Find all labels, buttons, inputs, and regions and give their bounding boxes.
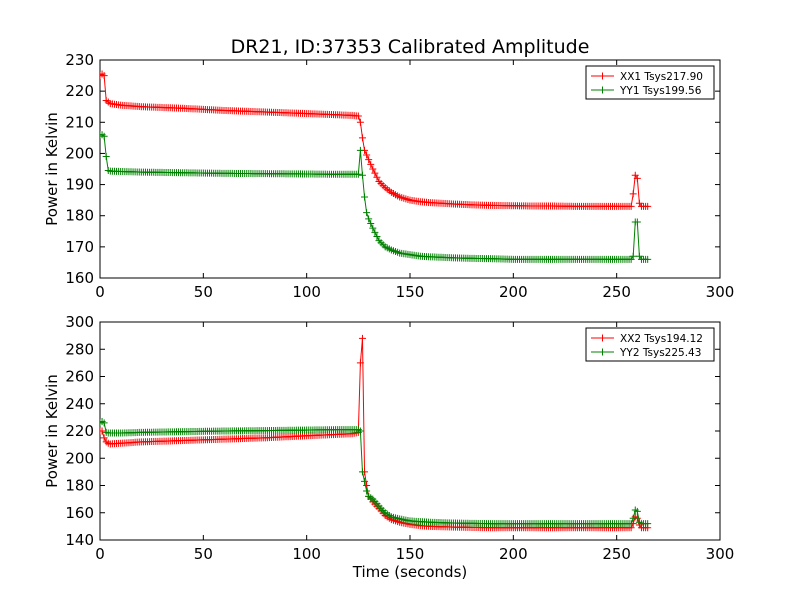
top-series-2-point [371, 228, 379, 236]
top-xtick-label: 50 [194, 283, 213, 301]
bottom-series-2-point [627, 520, 635, 528]
bottom-legend-label-2: YY2 Tsys225.43 [619, 347, 701, 359]
top-legend: XX1 Tsys217.90 YY1 Tsys199.56 [585, 65, 715, 100]
bottom-series-2-point [633, 507, 641, 515]
bottom-chart-xlabel: Time (seconds) [352, 563, 468, 581]
bottom-ytick-label: 260 [65, 368, 94, 386]
top-xtick-label: 150 [396, 283, 425, 301]
bottom-series-2-point [363, 487, 371, 495]
top-series-1-point [371, 169, 379, 177]
top-series-1-point [100, 72, 108, 80]
bottom-xtick-label: 200 [499, 545, 528, 563]
bottom-ytick-label: 220 [65, 422, 94, 440]
bottom-legend: XX2 Tsys194.12 YY2 Tsys225.43 [585, 327, 715, 362]
top-series-2-point [102, 153, 110, 161]
top-chart-title: DR21, ID:37353 Calibrated Amplitude [231, 36, 590, 58]
top-series-1-point [629, 190, 637, 198]
top-xtick-label: 100 [292, 283, 321, 301]
top-xtick-label: 0 [95, 283, 105, 301]
bottom-series-2-point [629, 514, 637, 522]
bottom-legend-marker-2 [599, 348, 606, 356]
bottom-ytick-label: 240 [65, 395, 94, 413]
bottom-xtick-label: 150 [396, 545, 425, 563]
top-series-2-point [100, 132, 108, 140]
top-series-1-point [373, 173, 381, 181]
top-legend-label-1: XX1 Tsys217.90 [620, 71, 703, 83]
top-chart-panel: 0 50 100 150 200 250 300 160 170 180 190 200 210 220 2… [43, 51, 734, 301]
top-ytick-label: 210 [65, 113, 94, 131]
top-series-1-point [367, 160, 375, 168]
top-series-2-point [629, 252, 637, 260]
top-series-2-point [361, 193, 369, 201]
top-series-2-point [373, 232, 381, 240]
bottom-ytick-label: 300 [65, 313, 94, 331]
bottom-legend-label-1: XX2 Tsys194.12 [620, 333, 703, 345]
bottom-xtick-label: 300 [706, 545, 735, 563]
top-ytick-label: 190 [65, 176, 94, 194]
bottom-xtick-label: 250 [602, 545, 631, 563]
top-series-2-point [367, 220, 375, 227]
top-series-2-point [354, 170, 362, 178]
top-xtick-label: 200 [499, 283, 528, 301]
top-series-1-point [644, 202, 652, 210]
bottom-ylabel: Power in Kelvin [43, 374, 61, 488]
top-legend-marker-2 [599, 86, 606, 94]
bottom-ytick-label: 280 [65, 340, 94, 358]
top-series-2-point [369, 224, 377, 232]
bottom-series-2 [100, 417, 652, 528]
top-series-2-point [358, 171, 366, 179]
top-xtick-label: 250 [602, 283, 631, 301]
bottom-ytick-label: 200 [65, 449, 94, 467]
top-series-1-point [365, 156, 373, 164]
bottom-series-1-point [358, 334, 366, 342]
top-legend-label-2: YY1 Tsys199.56 [619, 85, 702, 97]
bottom-ytick-label: 140 [65, 531, 94, 549]
top-ylabel: Power in Kelvin [43, 112, 61, 226]
top-series-2-point [644, 255, 652, 263]
top-ytick-label: 170 [65, 238, 94, 256]
top-ytick-label: 220 [65, 82, 94, 100]
bottom-xtick-label: 0 [95, 545, 105, 563]
bottom-series-1-point [100, 427, 106, 435]
top-series-1-point [354, 112, 362, 120]
top-ytick-label: 160 [65, 269, 94, 287]
bottom-ytick-label: 160 [65, 504, 94, 522]
top-series-1 [100, 70, 652, 210]
bottom-chart-panel: 0 50 100 150 200 250 300 140 160 180 200 220 240 260 2… [43, 313, 734, 563]
bottom-series-2-point [358, 468, 366, 476]
top-legend-marker-1 [599, 72, 606, 80]
top-series-1-point [356, 118, 364, 126]
top-series-1-point [369, 165, 377, 173]
bottom-series-1-point [100, 434, 108, 442]
bottom-series-2-point [644, 520, 652, 528]
top-series-2-point [365, 215, 373, 223]
top-series-1-point [363, 151, 371, 159]
top-ytick-label: 200 [65, 144, 94, 162]
bottom-series-2-point [356, 427, 364, 435]
bottom-series-2-point [361, 477, 369, 485]
top-series-1-point [627, 202, 635, 210]
top-ytick-label: 230 [65, 51, 94, 69]
top-series-2 [100, 131, 652, 263]
top-ytick-label: 180 [65, 207, 94, 225]
bottom-ytick-label: 180 [65, 477, 94, 495]
top-legend-box [585, 65, 715, 100]
bottom-xtick-label: 50 [194, 545, 213, 563]
bottom-series-1-point [356, 359, 364, 367]
bottom-series-2-point [100, 419, 108, 427]
top-series-1-point [633, 174, 641, 182]
top-xtick-label: 300 [706, 283, 735, 301]
bottom-legend-marker-1 [599, 334, 606, 342]
top-series-2-point [363, 209, 371, 217]
bottom-legend-box [585, 327, 715, 362]
top-series-2-point [633, 218, 641, 226]
bottom-xtick-label: 100 [292, 545, 321, 563]
top-series-2-point [356, 146, 364, 154]
top-series-1-point [358, 134, 366, 142]
